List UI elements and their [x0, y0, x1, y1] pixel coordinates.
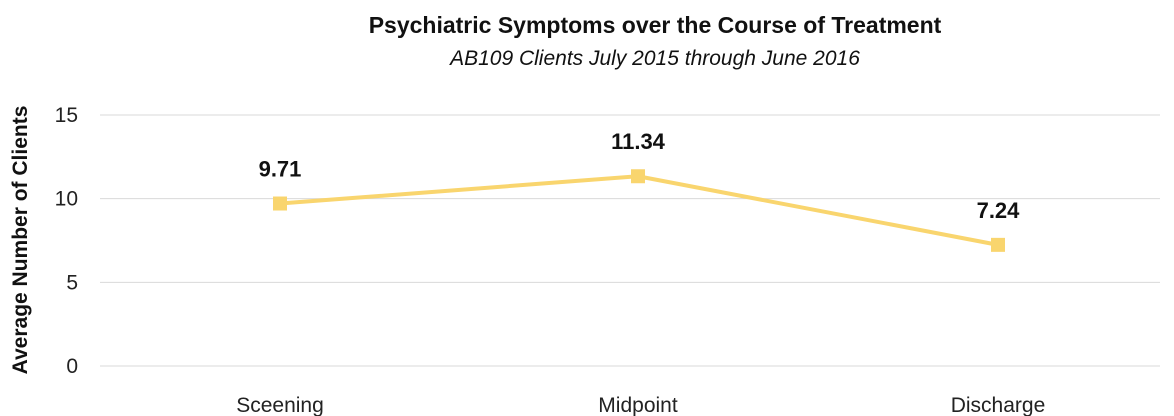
- data-label: 7.24: [977, 198, 1021, 223]
- y-tick-label: 15: [55, 104, 78, 127]
- data-label: 9.71: [259, 157, 302, 182]
- x-category-label: Midpoint: [598, 394, 678, 416]
- chart-subtitle: AB109 Clients July 2015 through June 201…: [450, 47, 860, 70]
- data-point-marker: [273, 196, 287, 211]
- x-category-label: Discharge: [951, 394, 1046, 416]
- y-axis-title: Average Number of Clients: [9, 106, 32, 375]
- series-line: [279, 174, 999, 247]
- data-point-marker: [631, 169, 645, 184]
- y-tick-label: 10: [55, 188, 78, 211]
- y-tick-label: 0: [66, 355, 78, 378]
- x-category-label: Sceening: [236, 394, 324, 416]
- data-point-marker: [991, 237, 1005, 252]
- data-label: 11.34: [611, 129, 666, 154]
- chart-title: Psychiatric Symptoms over the Course of …: [368, 12, 942, 38]
- y-tick-label: 5: [66, 271, 78, 294]
